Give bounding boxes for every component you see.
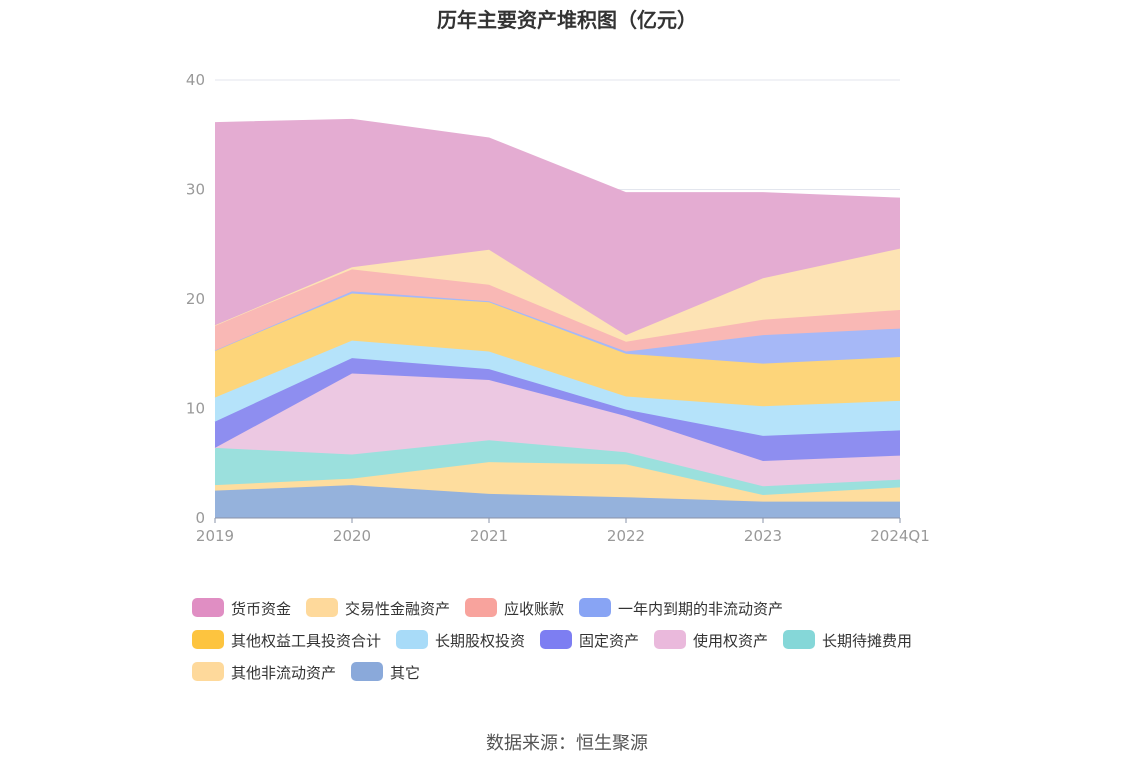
legend-swatch-icon bbox=[540, 630, 572, 649]
legend-swatch-icon bbox=[192, 662, 224, 681]
area-series-使用权资产[interactable] bbox=[215, 373, 900, 487]
legend-label: 长期股权投资 bbox=[435, 632, 526, 650]
legend-item[interactable]: 其他非流动资产 bbox=[192, 662, 336, 684]
legend-swatch-icon bbox=[192, 598, 224, 617]
legend-swatch-icon bbox=[192, 630, 224, 649]
legend-item[interactable]: 其它 bbox=[351, 662, 420, 684]
legend-swatch-icon bbox=[465, 598, 497, 617]
legend-swatch-icon bbox=[351, 662, 383, 681]
area-series-其他权益工具投资合计[interactable] bbox=[215, 293, 900, 407]
legend-label: 使用权资产 bbox=[693, 632, 769, 650]
area-series-一年内到期的非流动资产[interactable] bbox=[215, 291, 900, 364]
legend-item[interactable]: 应收账款 bbox=[465, 598, 564, 620]
legend-label: 交易性金融资产 bbox=[345, 600, 451, 618]
y-tick-label: 10 bbox=[186, 400, 205, 418]
area-series-长期待摊费用[interactable] bbox=[215, 440, 900, 496]
legend-label: 长期待摊费用 bbox=[822, 632, 913, 650]
legend-label: 其它 bbox=[390, 664, 421, 682]
x-tick-label: 2023 bbox=[744, 527, 782, 545]
y-tick-label: 20 bbox=[186, 290, 205, 308]
chart-plot: 0 10 20 30 40 2019 2020 2021 2022 2023 2024Q1 bbox=[186, 71, 930, 545]
area-series-其他非流动资产[interactable] bbox=[215, 462, 900, 502]
area-series-长期股权投资[interactable] bbox=[215, 340, 900, 436]
chart-title: 历年主要资产堆积图（亿元） bbox=[437, 8, 697, 32]
x-tick-label: 2021 bbox=[470, 527, 508, 545]
stacked-areas bbox=[214, 118, 901, 518]
legend-item[interactable]: 长期股权投资 bbox=[396, 630, 525, 652]
legend-item[interactable]: 交易性金融资产 bbox=[306, 598, 450, 620]
legend-item[interactable]: 使用权资产 bbox=[654, 630, 768, 652]
legend-label: 其他非流动资产 bbox=[231, 664, 337, 682]
y-tick-label: 40 bbox=[186, 71, 205, 89]
data-source: 数据来源：恒生聚源 bbox=[486, 733, 648, 754]
y-tick-label: 30 bbox=[186, 181, 205, 199]
legend-item[interactable]: 长期待摊费用 bbox=[783, 630, 912, 652]
x-tick-label: 2022 bbox=[607, 527, 645, 545]
legend-swatch-icon bbox=[783, 630, 815, 649]
legend-item[interactable]: 固定资产 bbox=[540, 630, 639, 652]
axes: 0 10 20 30 40 2019 2020 2021 2022 2023 2024Q1 bbox=[186, 71, 930, 545]
legend-label: 其他权益工具投资合计 bbox=[231, 632, 382, 650]
legend-swatch-icon bbox=[579, 598, 611, 617]
legend-swatch-icon bbox=[396, 630, 428, 649]
legend-item[interactable]: 一年内到期的非流动资产 bbox=[579, 598, 783, 620]
legend-swatch-icon bbox=[654, 630, 686, 649]
x-tick-label: 2020 bbox=[333, 527, 371, 545]
area-series-应收账款[interactable] bbox=[215, 269, 900, 352]
y-tick-label: 0 bbox=[195, 509, 205, 527]
area-series-其它[interactable] bbox=[215, 485, 900, 518]
line-series-货币资金 bbox=[214, 118, 901, 199]
x-tick-label: 2024Q1 bbox=[870, 527, 930, 545]
legend-label: 一年内到期的非流动资产 bbox=[618, 600, 784, 618]
legend-label: 固定资产 bbox=[579, 632, 640, 650]
area-series-固定资产[interactable] bbox=[215, 358, 900, 462]
legend-item[interactable]: 其他权益工具投资合计 bbox=[192, 630, 381, 652]
legend-label: 货币资金 bbox=[231, 600, 292, 618]
legend-label: 应收账款 bbox=[504, 600, 565, 618]
legend-item[interactable]: 货币资金 bbox=[192, 598, 291, 620]
x-tick-label: 2019 bbox=[196, 527, 234, 545]
legend-swatch-icon bbox=[306, 598, 338, 617]
area-series-交易性金融资产[interactable] bbox=[215, 248, 900, 342]
area-series-货币资金[interactable] bbox=[215, 119, 900, 336]
